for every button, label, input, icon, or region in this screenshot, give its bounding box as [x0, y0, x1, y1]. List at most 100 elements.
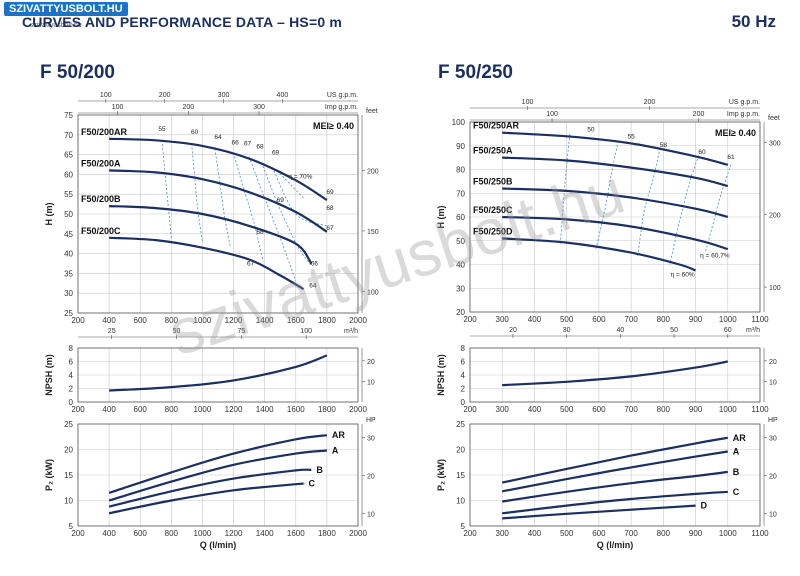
- F50_250-power-xtick-label: 300: [496, 529, 510, 538]
- F50_200-efficiency-label: 69: [272, 150, 280, 157]
- F50_200-npsh-xtick-label: 1800: [318, 405, 336, 414]
- F50_200-head-xtick-label: 200: [71, 316, 85, 325]
- F50_200-power-series-label: B: [316, 465, 323, 475]
- F50_250-head-xtick-label: 1100: [751, 315, 769, 324]
- F50_200-power-right-tick-label: 20: [367, 473, 375, 480]
- F50_200-efficiency-label: 68: [256, 229, 264, 236]
- F50_250-power-xlabel: Q (l/min): [597, 540, 634, 550]
- F50_200-efficiency-curve-60: [191, 143, 203, 242]
- F50_250-power-series-label: B: [733, 467, 740, 477]
- F50_250-npsh-ylabel: NPSH (m): [436, 354, 446, 396]
- F50_200-npsh-ytick-label: 8: [69, 344, 74, 353]
- F50_250-efficiency-label: 58: [660, 142, 668, 149]
- F50_200-power-curve-AR: [108, 434, 328, 494]
- F50_200-efficiency-curve-70: [276, 170, 304, 199]
- F50_250-head-ytick-label: 30: [456, 284, 465, 293]
- F50_200-power-xtick-label: 1000: [194, 529, 212, 538]
- F50_250-efficiency-label: 55: [627, 134, 635, 141]
- F50_200-npsh-xtick-label: 200: [71, 405, 85, 414]
- F50_250-head-right-tick-label: 300: [769, 140, 781, 147]
- F50_250-head-xtick-label: 700: [624, 315, 638, 324]
- F50_250-power-series-label: AR: [733, 433, 746, 443]
- F50_250-power-xtick-label: 600: [592, 529, 606, 538]
- F50_200-efficiency-curve-66: [233, 152, 264, 262]
- F50_200-efficiency-curve-67: [248, 156, 297, 282]
- F50_200-power-xtick-label: 600: [134, 529, 148, 538]
- F50_250-npsh-ytick-label: 4: [461, 371, 466, 380]
- F50_200-usgpm-tick-label: 400: [277, 92, 289, 99]
- F50_200-head-ytick-label: 40: [64, 250, 73, 259]
- F50_200-impgpm-tick-label: 200: [182, 104, 194, 111]
- F50_250-head-right-tick-label: 200: [769, 213, 781, 220]
- F50_250-power-right-label: HP: [768, 417, 778, 424]
- F50_200-head-series-label: F50/200C: [81, 226, 121, 236]
- F50_200-npsh-xtick-label: 1600: [287, 405, 305, 414]
- F50_200-power-ytick-label: 10: [64, 497, 73, 506]
- F50_200-usgpm-tick-label: 200: [159, 92, 171, 99]
- F50_200-head-xtick-label: 1400: [256, 316, 274, 325]
- F50_200-head-xtick-label: 1800: [318, 316, 336, 325]
- F50_200-mei-label: MEI≥ 0.40: [313, 121, 354, 131]
- F50_200-npsh-xtick-label: 600: [134, 405, 148, 414]
- F50_250-npsh-ytick-label: 6: [461, 358, 466, 367]
- F50_250-npsh-ytick-label: 0: [461, 398, 466, 407]
- F50_250-m3h-tick-label: 60: [724, 327, 732, 334]
- F50_250-power-series-label: D: [701, 501, 708, 511]
- F50_250-head-ylabel: H (m): [436, 206, 446, 229]
- F50_200-head-ytick-label: 45: [64, 230, 73, 239]
- F50_250-power-xtick-label: 1000: [719, 529, 737, 538]
- F50_200-power-ytick-label: 15: [64, 471, 73, 480]
- F50_200-head-xtick-label: 2000: [349, 316, 367, 325]
- F50_200-npsh-right-tick-label: 10: [367, 379, 375, 386]
- brand-logo[interactable]: SZIVATTYUSBOLT.HU: [4, 2, 128, 16]
- F50_250-npsh-xtick-label: 300: [496, 405, 510, 414]
- F50_200-power-ylabel: P₂ (kW): [44, 459, 54, 491]
- F50_200-npsh-ytick-label: 0: [69, 398, 74, 407]
- F50_250-head-ytick-label: 20: [456, 308, 465, 317]
- F50_250-m3h-tick-label: 50: [670, 327, 678, 334]
- F50_200-impgpm-tick-label: 300: [253, 104, 265, 111]
- F50_250-power-right-tick-label: 10: [769, 511, 777, 518]
- F50_250-power-xtick-label: 500: [560, 529, 574, 538]
- F50_200-head-ytick-label: 50: [64, 210, 73, 219]
- F50_200-npsh-frame: [77, 347, 359, 403]
- F50_200-power-xlabel: Q (l/min): [200, 540, 237, 550]
- F50_250-npsh-xtick-label: 1100: [751, 405, 769, 414]
- F50_250-head-series-label: F50/250D: [473, 226, 513, 236]
- F50_200-efficiency-curve-69: [272, 167, 328, 227]
- F50_200-power-xtick-label: 1400: [256, 529, 274, 538]
- F50_250-head-curve-F50/250C: [502, 215, 729, 251]
- F50_250-power-curve-C: [502, 490, 728, 515]
- F50_200-efficiency-label: 66: [231, 140, 239, 147]
- F50_200-head-series-label: F50/200B: [81, 194, 121, 204]
- F50_250-power-curve-AR: [501, 436, 728, 484]
- F50_200-efficiency-label: 55: [158, 126, 166, 133]
- F50_200-head-ytick-label: 35: [64, 269, 73, 278]
- F50_250-usgpm-tick-label: 200: [644, 99, 656, 106]
- F50_200-usgpm-tick-label: 100: [100, 92, 112, 99]
- F50_250-npsh-frame: [469, 347, 761, 403]
- F50_200-head-ylabel: H (m): [44, 203, 54, 226]
- F50_200-npsh-curve: [109, 354, 328, 392]
- F50_200-power-series-label: AR: [332, 430, 345, 440]
- F50_250-efficiency-label: 60: [698, 149, 706, 156]
- F50_200-head-xtick-label: 600: [134, 316, 148, 325]
- F50_250-efficiency-label: 50: [587, 127, 595, 134]
- F50_200-m3h-label: m³/h: [344, 328, 358, 335]
- F50_200-power-series-label: C: [309, 479, 316, 489]
- F50_250-power-xtick-label: 700: [624, 529, 638, 538]
- F50_250-head-ytick-label: 50: [456, 237, 465, 246]
- F50_200-power-right-tick-label: 30: [367, 435, 375, 442]
- F50_200-efficiency-curve-55: [161, 140, 172, 238]
- F50_250-m3h-tick-label: 20: [509, 327, 517, 334]
- F50_250-npsh-ytick-label: 2: [461, 385, 466, 394]
- F50_200-head-ytick-label: 60: [64, 170, 73, 179]
- F50_200-npsh-ytick-label: 2: [69, 385, 74, 394]
- F50_200-head-frame: [77, 114, 359, 314]
- F50_200-head-xtick-label: 1000: [194, 316, 212, 325]
- F50_200-power-frame: [77, 423, 359, 527]
- F50_200-power-series-label: A: [332, 446, 339, 456]
- F50_200-npsh-ytick-label: 4: [69, 371, 74, 380]
- F50_200-npsh-xtick-label: 1000: [194, 405, 212, 414]
- F50_250-npsh-xtick-label: 200: [463, 405, 477, 414]
